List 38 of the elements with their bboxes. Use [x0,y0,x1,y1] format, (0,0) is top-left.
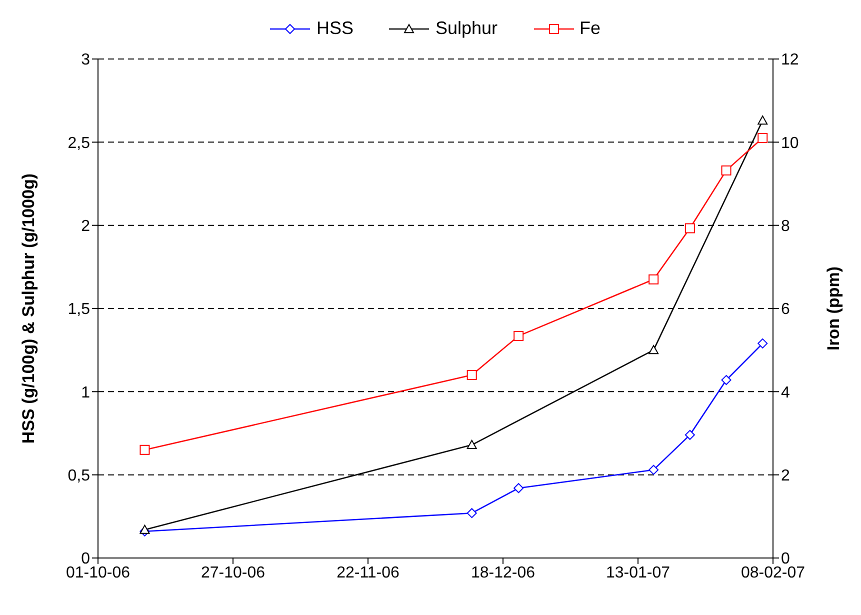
point [514,483,524,494]
x-tick-label: 13-01-07 [606,564,670,582]
legend-label: Fe [578,18,601,39]
y-tick-label: 1 [81,384,90,402]
point [648,274,659,284]
point [466,440,477,449]
point [758,116,768,125]
y2-axis-title: Iron (ppm) [824,266,844,351]
point [684,430,695,440]
point [140,524,150,534]
y2-tick-label: 4 [781,384,790,402]
x-tick-label: 22-11-06 [336,564,400,582]
y2-tick-label: 8 [781,218,790,236]
point [758,338,768,348]
point [140,444,150,455]
y-tick-label: 3 [81,52,90,69]
y-axis-title: HSS (g/100g) & Sulphur (g/1000g) [19,173,38,444]
point [514,330,524,341]
y-tick-label: 2 [81,218,90,236]
y2-tick-label: 2 [781,468,790,485]
legend-label: HSS [315,18,354,39]
y2-tick-label: 10 [781,134,799,152]
point [466,370,477,380]
legend-label: Sulphur [434,18,498,39]
x-tick-label: 18-12-06 [470,564,536,582]
point [721,165,732,176]
point [648,464,659,475]
y-tick-label: 2,5 [68,134,90,152]
point [466,508,477,518]
point [648,345,659,354]
point [721,375,732,386]
point [684,223,695,234]
x-tick-label: 27-10-06 [200,564,266,582]
point [758,133,768,144]
y2-tick-label: 12 [781,52,799,69]
y-tick-label: 0,5 [68,468,90,485]
y-tick-label: 1,5 [68,301,90,318]
y2-tick-label: 6 [781,301,790,318]
